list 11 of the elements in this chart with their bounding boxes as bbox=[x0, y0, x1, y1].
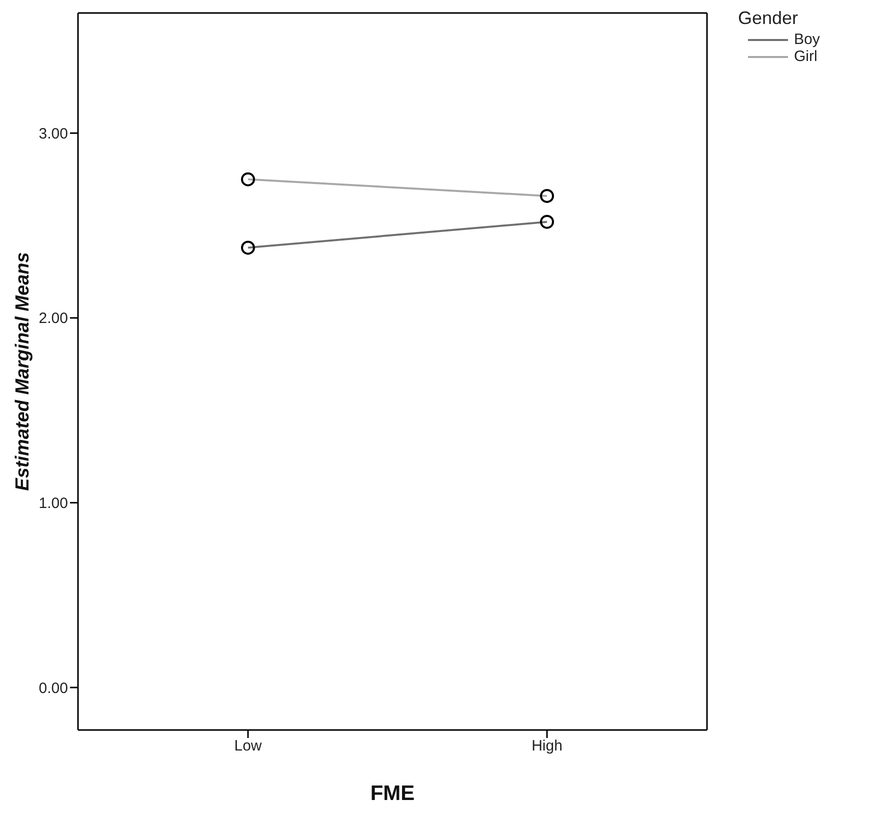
y-tick-label: 1.00 bbox=[38, 495, 68, 512]
y-tick-label: 2.00 bbox=[38, 310, 68, 328]
legend-title: Gender bbox=[738, 8, 800, 29]
y-tick-label: 0.00 bbox=[38, 680, 68, 697]
x-tick-label: Low bbox=[234, 738, 262, 755]
y-tick-label: 3.00 bbox=[38, 125, 68, 142]
y-axis-title: Estimated Marginal Means bbox=[12, 252, 34, 491]
legend-label: Girl bbox=[794, 48, 818, 65]
x-axis-title: FME bbox=[370, 782, 415, 805]
x-tick-label: High bbox=[532, 738, 562, 755]
legend-label: Boy bbox=[794, 31, 820, 48]
